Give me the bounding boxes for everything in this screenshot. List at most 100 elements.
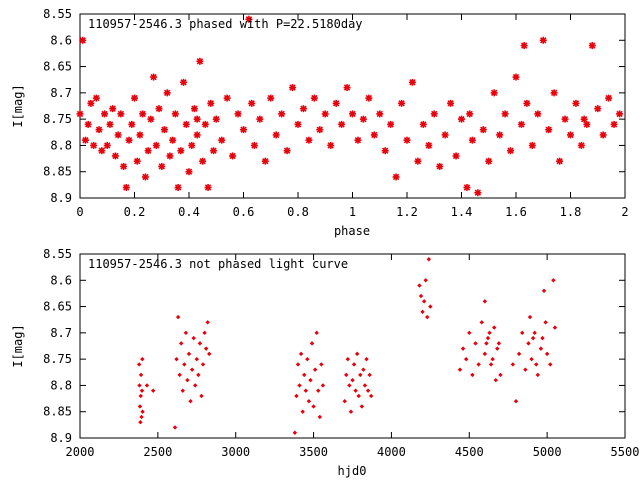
data-point — [120, 162, 128, 170]
data-point — [147, 115, 155, 123]
data-point — [177, 147, 185, 155]
data-point — [182, 362, 187, 367]
data-point — [191, 335, 196, 341]
data-point — [492, 325, 497, 330]
data-point — [539, 36, 547, 44]
data-point — [348, 409, 354, 414]
data-point — [580, 115, 588, 123]
data-point — [303, 388, 308, 393]
y-tick-label: 8.9 — [50, 431, 72, 445]
data-point — [467, 330, 472, 336]
data-point — [172, 425, 178, 430]
data-point — [347, 383, 352, 388]
data-point — [166, 152, 174, 160]
data-point — [512, 73, 520, 81]
data-point — [441, 131, 449, 139]
data-point — [520, 330, 525, 336]
x-tick-label: 1.6 — [505, 205, 527, 219]
data-point — [513, 399, 519, 404]
data-point — [140, 409, 145, 414]
data-point — [365, 388, 371, 393]
data-point — [485, 157, 493, 165]
data-point — [136, 362, 142, 367]
data-points — [136, 257, 558, 435]
data-point — [137, 383, 142, 388]
data-point — [245, 15, 253, 23]
data-point — [526, 341, 531, 346]
data-point — [306, 399, 312, 404]
data-point — [344, 372, 349, 378]
data-point — [470, 372, 475, 378]
data-point — [150, 388, 156, 393]
data-point — [199, 393, 204, 399]
y-tick-label: 8.65 — [43, 300, 72, 314]
data-point — [430, 110, 438, 118]
data-point — [294, 120, 302, 128]
data-point — [298, 351, 304, 357]
data-point — [204, 183, 212, 191]
y-tick-label: 8.85 — [43, 165, 72, 179]
data-point — [312, 367, 318, 372]
data-point — [212, 115, 220, 123]
data-point — [368, 393, 374, 399]
data-point — [311, 404, 316, 409]
data-point — [479, 320, 484, 325]
data-point — [87, 99, 95, 107]
x-tick-label: 3500 — [299, 445, 328, 459]
data-point — [155, 105, 163, 113]
data-point — [182, 120, 190, 128]
data-point — [488, 362, 494, 367]
data-point — [109, 105, 117, 113]
data-point — [185, 377, 190, 383]
data-point — [81, 136, 89, 144]
y-tick-label: 8.85 — [43, 405, 72, 419]
data-point — [351, 362, 357, 367]
y-tick-label: 8.55 — [43, 7, 72, 21]
data-point — [496, 341, 502, 346]
data-point — [418, 293, 424, 299]
x-tick-label: 0 — [76, 205, 83, 219]
data-point — [188, 399, 193, 404]
data-point — [203, 346, 209, 351]
data-point — [354, 136, 362, 144]
data-point — [234, 110, 242, 118]
x-tick-label: 1 — [349, 205, 356, 219]
data-point — [361, 367, 366, 372]
data-point — [421, 299, 427, 304]
y-tick-label: 8.55 — [43, 247, 72, 261]
data-point — [530, 335, 536, 341]
x-tick-label: 4000 — [377, 445, 406, 459]
data-point — [359, 115, 367, 123]
data-point — [463, 183, 471, 191]
chart-title: 110957-2546.3 phased with P=22.5180day — [88, 17, 363, 31]
data-point — [183, 330, 189, 336]
data-point — [349, 110, 356, 118]
data-point — [314, 330, 319, 336]
data-point — [98, 147, 106, 155]
data-point — [466, 110, 474, 118]
data-point — [605, 94, 613, 102]
data-point — [218, 136, 226, 144]
data-point — [510, 362, 516, 367]
x-axis-label: hjd0 — [338, 464, 367, 478]
data-point — [616, 110, 624, 118]
data-point — [250, 141, 258, 149]
data-point — [128, 120, 136, 128]
data-point — [556, 157, 564, 165]
data-point — [419, 120, 427, 128]
y-tick-label: 8.65 — [43, 60, 72, 74]
data-point — [210, 147, 218, 155]
data-point — [507, 147, 515, 155]
data-point — [583, 120, 591, 128]
data-point — [398, 99, 406, 107]
data-point — [528, 141, 536, 149]
data-point — [137, 404, 143, 409]
data-point — [516, 351, 522, 357]
data-point — [498, 372, 503, 378]
data-point — [171, 110, 179, 118]
data-point — [207, 351, 212, 357]
data-point — [358, 372, 363, 378]
data-point — [138, 393, 143, 399]
data-point — [342, 399, 347, 404]
data-point — [425, 314, 430, 320]
